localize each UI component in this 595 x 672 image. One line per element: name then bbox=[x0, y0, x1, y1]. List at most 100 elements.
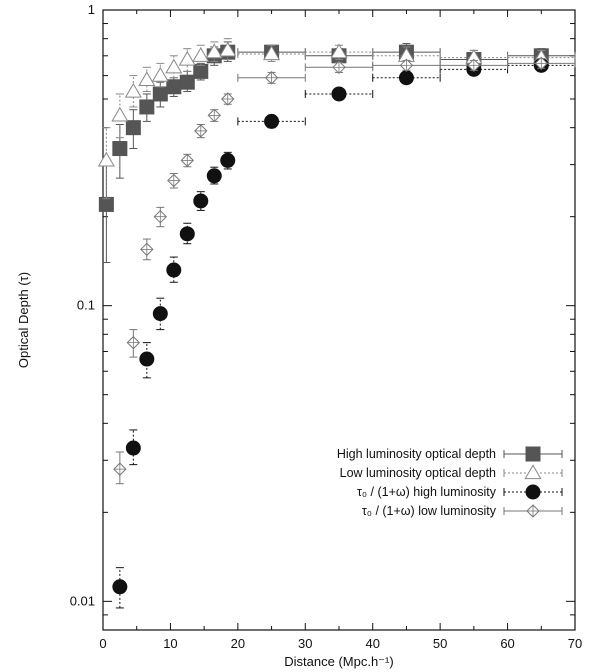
data-point bbox=[124, 75, 142, 108]
marker-square bbox=[112, 141, 128, 157]
marker-circle bbox=[220, 152, 236, 168]
data-point bbox=[139, 342, 155, 379]
axes-layer bbox=[102, 9, 576, 631]
x-tick-label: 60 bbox=[500, 636, 514, 651]
data-point bbox=[193, 62, 209, 81]
data-point bbox=[153, 206, 168, 228]
plot-frame bbox=[102, 9, 576, 631]
legend-entry: Low luminosity optical depth bbox=[340, 464, 563, 480]
data-point bbox=[125, 109, 141, 150]
data-point bbox=[372, 46, 441, 64]
marker-triangle bbox=[124, 82, 142, 98]
data-point bbox=[439, 58, 509, 73]
x-tick-label: 30 bbox=[298, 636, 312, 651]
data-point bbox=[179, 222, 195, 245]
marker-square bbox=[166, 79, 182, 95]
series-1 bbox=[98, 41, 576, 263]
data-point bbox=[207, 108, 221, 123]
data-point bbox=[372, 70, 441, 86]
data-point bbox=[98, 164, 114, 263]
data-point bbox=[112, 567, 128, 609]
data-point bbox=[304, 43, 374, 61]
series-4 bbox=[113, 56, 576, 485]
legend-label: τ₀ / (1+ω) low luminosity bbox=[362, 504, 497, 518]
marker-square bbox=[179, 74, 195, 90]
data-point bbox=[507, 56, 576, 71]
x-tick-label: 0 bbox=[99, 636, 106, 651]
legend-entry: τ₀ / (1+ω) high luminosity bbox=[357, 484, 563, 500]
marker-square bbox=[125, 120, 141, 136]
legend: High luminosity optical depth Low luminos… bbox=[337, 446, 563, 518]
legend-entry: High luminosity optical depth bbox=[337, 446, 563, 462]
data-point bbox=[304, 86, 374, 102]
marker-circle bbox=[398, 70, 414, 86]
x-tick-label: 70 bbox=[568, 636, 582, 651]
data-point bbox=[237, 44, 306, 62]
y-axis-title: Optical Depth (τ) bbox=[16, 272, 31, 368]
data-point bbox=[219, 38, 237, 61]
data-point bbox=[97, 127, 115, 200]
data-point bbox=[166, 77, 182, 97]
marker-triangle bbox=[97, 151, 115, 167]
data-point bbox=[151, 62, 169, 88]
data-point bbox=[304, 60, 374, 75]
data-point bbox=[138, 66, 156, 93]
marker-circle bbox=[525, 484, 541, 500]
data-point bbox=[113, 451, 127, 485]
marker-triangle bbox=[111, 106, 129, 122]
marker-circle bbox=[166, 262, 182, 278]
legend-label: High luminosity optical depth bbox=[337, 447, 496, 461]
data-point bbox=[152, 297, 168, 331]
marker-square bbox=[139, 99, 155, 115]
data-point bbox=[178, 48, 196, 72]
data-point bbox=[125, 429, 141, 466]
y-tick-label: 1 bbox=[88, 2, 95, 17]
marker-circle bbox=[331, 86, 347, 102]
marker-circle bbox=[112, 579, 128, 595]
data-point bbox=[166, 256, 182, 283]
marker-circle bbox=[193, 193, 209, 209]
data-point bbox=[206, 166, 222, 185]
data-point bbox=[140, 238, 154, 261]
marker-triangle bbox=[330, 43, 348, 59]
data-point bbox=[179, 70, 195, 93]
marker-circle bbox=[206, 168, 222, 184]
series-layer bbox=[97, 38, 576, 609]
data-point bbox=[193, 191, 209, 211]
marker-circle bbox=[139, 351, 155, 367]
data-point bbox=[165, 55, 183, 79]
data-point bbox=[237, 71, 306, 85]
marker-square bbox=[525, 446, 541, 462]
y-tick-label: 0.01 bbox=[70, 593, 95, 608]
marker-circle bbox=[152, 306, 168, 322]
x-tick-label: 50 bbox=[433, 636, 447, 651]
data-point bbox=[180, 153, 194, 168]
data-point bbox=[139, 93, 155, 122]
legend-entry: τ₀ / (1+ω) low luminosity bbox=[362, 504, 563, 518]
data-point bbox=[167, 172, 181, 189]
data-point bbox=[237, 113, 306, 129]
data-point bbox=[221, 92, 235, 106]
x-axis-title: Distance (Mpc.h⁻¹) bbox=[284, 654, 393, 669]
x-tick-label: 20 bbox=[231, 636, 245, 651]
x-tick-label: 40 bbox=[365, 636, 379, 651]
marker-circle bbox=[264, 113, 280, 129]
marker-triangle bbox=[151, 66, 169, 82]
data-point bbox=[205, 41, 223, 62]
marker-triangle bbox=[205, 43, 223, 59]
y-tick-label: 0.1 bbox=[77, 298, 95, 313]
x-tick-label: 10 bbox=[163, 636, 177, 651]
legend-label: τ₀ / (1+ω) high luminosity bbox=[357, 485, 497, 499]
marker-triangle bbox=[178, 50, 196, 66]
marker-square bbox=[193, 63, 209, 79]
data-point bbox=[194, 123, 208, 139]
data-point bbox=[111, 93, 129, 139]
marker-triangle bbox=[165, 58, 183, 74]
marker-triangle bbox=[263, 45, 281, 61]
marker-square bbox=[98, 196, 114, 212]
data-point bbox=[112, 123, 128, 179]
marker-circle bbox=[125, 440, 141, 456]
marker-triangle bbox=[138, 71, 156, 87]
